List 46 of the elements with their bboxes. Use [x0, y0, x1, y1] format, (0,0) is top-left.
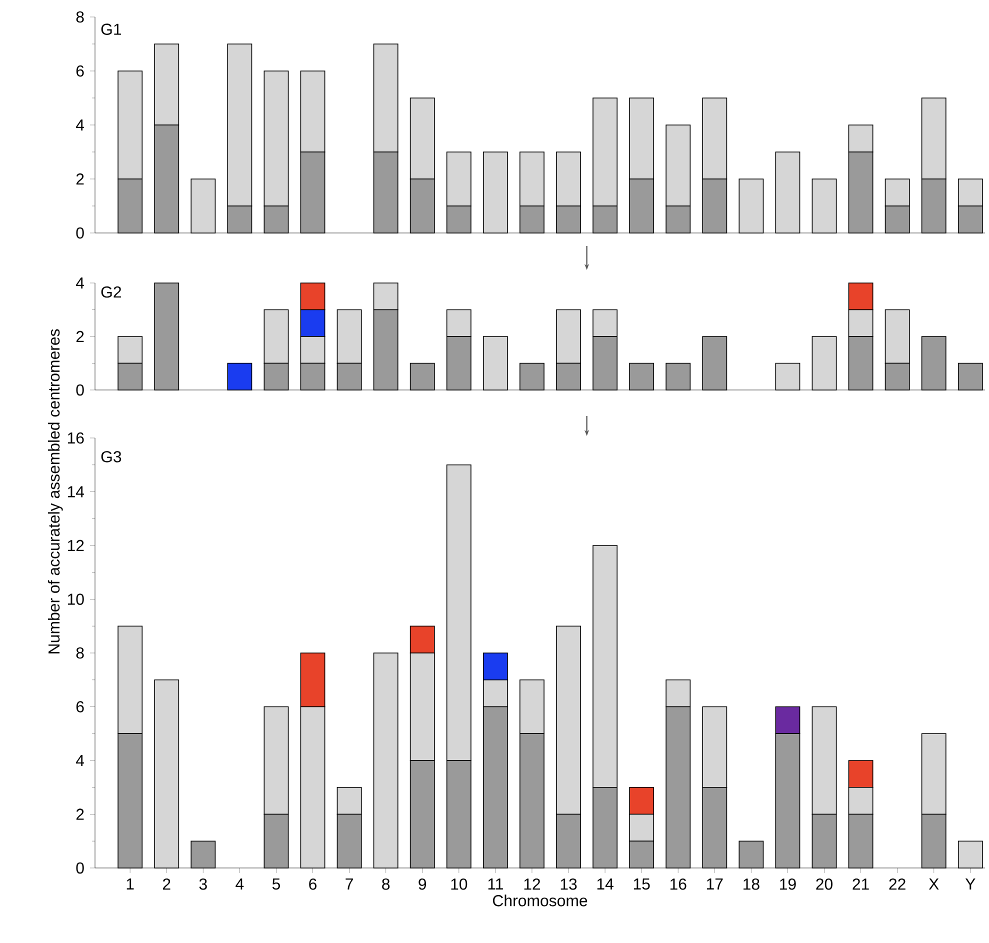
y-tick-label: 4: [76, 278, 84, 288]
y-axis-title: Number of accurately assembled centromeres: [48, 329, 63, 654]
chart-title: G1: [101, 24, 122, 35]
y-tick-label: 12: [68, 540, 84, 552]
x-tick-label: 10: [451, 878, 468, 890]
x-tick-label: Y: [965, 878, 976, 890]
y-tick-label: 2: [76, 808, 84, 820]
y-tick-label: 16: [68, 432, 84, 444]
x-tick-label: 5: [272, 878, 280, 890]
y-tick-label: 0: [76, 384, 84, 396]
y-tick-label: 4: [76, 755, 84, 766]
y-tick-label: 14: [68, 486, 84, 498]
y-tick-label: 0: [76, 862, 84, 874]
x-tick-label: 7: [346, 878, 353, 890]
x-axis-title: Chromosome: [492, 894, 588, 906]
y-tick-label: 2: [76, 330, 84, 342]
x-tick-label: 16: [670, 878, 686, 890]
y-tick-label: 2: [76, 173, 84, 185]
x-tick-label: 2: [162, 878, 170, 890]
x-tick-label: 15: [634, 878, 650, 890]
x-tick-label: 13: [560, 878, 577, 890]
x-tick-label: 1: [126, 878, 134, 890]
y-tick-label: 6: [76, 65, 84, 77]
x-tick-label: 6: [309, 878, 316, 890]
x-tick-label: 22: [889, 878, 906, 890]
x-tick-label: 20: [816, 878, 832, 890]
x-tick-label: 21: [852, 878, 869, 890]
y-tick-label: 4: [76, 119, 84, 130]
y-tick-label: 8: [76, 647, 84, 659]
x-tick-label: 14: [597, 878, 614, 890]
x-tick-label: 19: [780, 878, 796, 890]
chart-title: G2: [101, 286, 122, 298]
x-tick-label: 3: [199, 878, 207, 890]
y-tick-label: 8: [76, 11, 84, 23]
x-tick-label: 18: [744, 878, 760, 890]
y-tick-label: 6: [76, 701, 84, 712]
x-tick-label: X: [928, 878, 939, 890]
x-tick-label: 9: [418, 878, 426, 890]
x-tick-label: 12: [524, 878, 540, 890]
x-tick-label: 11: [488, 878, 503, 890]
x-tick-label: 8: [382, 878, 390, 890]
text: G3: [101, 451, 122, 462]
x-tick-label: 17: [707, 878, 723, 890]
x-tick-label: 4: [236, 878, 244, 890]
y-tick-label: 10: [68, 594, 84, 605]
y-tick-label: 0: [76, 227, 84, 239]
